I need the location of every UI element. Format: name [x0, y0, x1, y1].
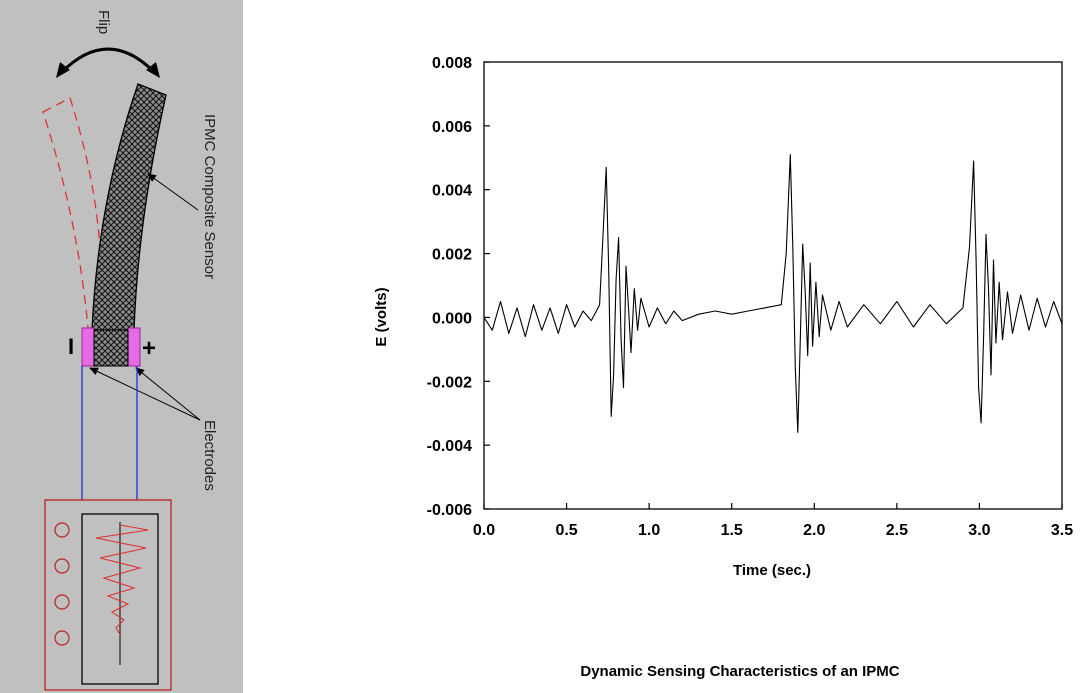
x-tick-label: 2.0: [803, 522, 825, 539]
y-tick-label: 0.000: [432, 310, 472, 327]
y-tick-label: 0.008: [432, 55, 472, 72]
electrodes-label: Electrodes: [201, 420, 218, 491]
x-tick-label: 1.5: [721, 522, 743, 539]
minus-sign: I: [68, 334, 74, 359]
x-tick-label: 2.5: [886, 522, 908, 539]
line-chart: 0.0 0.5 1.0 1.5 2.0 2.5 3.0 3.5 0.008 0.006 0.004 0…: [373, 55, 1073, 579]
diagram-drawing: Flip IPMC Composite Sensor I + Electrode…: [42, 10, 218, 691]
plot-frame: [483, 61, 1063, 510]
y-tick-label: -0.006: [427, 502, 472, 519]
knob-2: [54, 558, 70, 574]
x-tick-label: 1.0: [638, 522, 660, 539]
previous-position-outline: [42, 97, 101, 329]
ipmc-sensor-diagram: Flip IPMC Composite Sensor I + Electrode…: [0, 0, 243, 693]
plus-sign: +: [142, 335, 156, 362]
y-tick-label: 0.006: [432, 119, 472, 136]
chart-area: 0.0 0.5 1.0 1.5 2.0 2.5 3.0 3.5 0.008 0.006 0.004 0…: [250, 0, 1090, 693]
knob-1: [54, 522, 70, 538]
x-tick-label: 3.0: [968, 522, 990, 539]
y-tick-label: 0.002: [432, 247, 472, 264]
y-tick-label: -0.002: [427, 374, 472, 391]
x-tick-label: 0.5: [555, 522, 577, 539]
y-tick-label: 0.004: [432, 183, 472, 200]
knob-3: [54, 594, 70, 610]
flip-label: Flip: [95, 10, 112, 34]
electrode-right: [127, 327, 141, 367]
flip-arrow-icon: [60, 47, 156, 74]
ipmc-strip: [91, 83, 167, 331]
y-axis-label: E (volts): [373, 287, 390, 346]
knob-4: [54, 630, 70, 646]
x-tick-label: 3.5: [1051, 522, 1073, 539]
electrode-left: [81, 327, 95, 367]
x-axis-label: Time (sec.): [733, 562, 811, 579]
oscilloscope-wave: [95, 524, 149, 637]
sensor-label: IPMC Composite Sensor: [201, 114, 218, 279]
x-tick-label: 0.0: [473, 522, 495, 539]
chart-caption: Dynamic Sensing Characteristics of an IP…: [580, 663, 900, 680]
y-tick-label: -0.004: [427, 438, 472, 455]
oscilloscope-screen: [81, 513, 159, 685]
oscilloscope: [44, 499, 172, 691]
series-line: [483, 154, 1063, 433]
